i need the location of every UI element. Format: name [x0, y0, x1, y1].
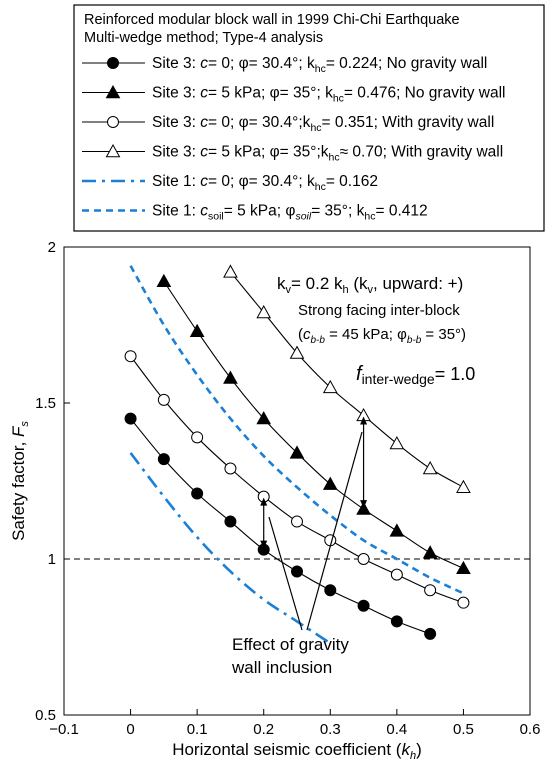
legend-label: Site 3: c= 5 kPa; φ= 35°; khc= 0.476; No…: [152, 85, 505, 105]
leader-line-1: [268, 516, 303, 631]
marker-filled-triangle: [223, 370, 238, 384]
y-tick-label: 1.5: [35, 395, 56, 412]
marker-open-triangle: [223, 264, 238, 278]
arrow-head-up: [260, 497, 268, 506]
series-line: [163, 281, 464, 569]
legend-entry-2: Site 3: c= 5 kPa; φ= 35°; khc= 0.476; No…: [82, 85, 505, 105]
y-tick-label: 1: [48, 551, 56, 568]
legend-label: Site 3: c= 0; φ= 30.4°; khc= 0.224; No g…: [152, 55, 487, 75]
x-tick-label: 0.6: [520, 721, 541, 738]
axis-ticks: −0.1 0 0.1 0.2 0.3 0.4 0.5 0.6 0.5 1 1.5 2: [35, 239, 540, 738]
marker-open-circle: [157, 393, 170, 406]
series-1: [124, 412, 437, 640]
kv-annotation: kv= 0.2 kh (kv, upward: +): [277, 274, 463, 296]
marker-filled-triangle: [322, 476, 338, 490]
series-line: [129, 452, 331, 645]
marker-filled-triangle: [156, 273, 172, 288]
legend-entry-4: Site 3: c= 5 kPa; φ= 35°;khc≈ 0.70; With…: [82, 144, 503, 164]
marker-filled-triangle: [389, 523, 405, 537]
x-tick-label: 0: [126, 721, 134, 738]
x-axis-title: Horizontal seismic coefficient (kh): [172, 740, 422, 762]
marker-open-triangle: [422, 460, 438, 475]
series-line: [130, 418, 431, 635]
marker-filled-triangle: [256, 411, 272, 425]
facing-annotation-line2: (cb-b = 45 kPa; φb-b = 35°): [298, 326, 466, 346]
marker-open-triangle: [389, 436, 405, 450]
marker-filled-circle: [224, 515, 237, 528]
series-4: [223, 264, 471, 493]
marker-filled-triangle: [105, 84, 121, 99]
x-tick-label: 0.4: [386, 721, 407, 738]
marker-open-triangle: [289, 345, 305, 359]
legend-entry-6: Site 1: csoil= 5 kPa; φsoil= 35°; khc= 0…: [82, 203, 428, 223]
marker-filled-circle: [390, 615, 403, 628]
marker-filled-triangle: [189, 323, 205, 337]
legend-entry-1: Site 3: c= 0; φ= 30.4°; khc= 0.224; No g…: [82, 55, 487, 75]
series-line: [129, 265, 464, 595]
marker-filled-circle: [324, 584, 337, 597]
series-group: [64, 264, 530, 645]
series-2: [156, 273, 471, 575]
marker-filled-triangle: [356, 501, 371, 515]
arrow-head-down: [260, 540, 268, 549]
marker-filled-circle: [424, 627, 437, 640]
legend-entries: Site 3: c= 0; φ= 30.4°; khc= 0.224; No g…: [82, 55, 505, 223]
marker-open-circle: [457, 596, 470, 609]
series-6: [129, 265, 464, 595]
legend-label: Site 1: c= 0; φ= 30.4°; khc= 0.162: [152, 173, 378, 193]
plot-area: [63, 246, 531, 716]
leader-line-2: [306, 431, 363, 631]
marker-open-triangle: [105, 143, 121, 158]
legend-box: [73, 4, 545, 232]
marker-open-triangle: [322, 379, 338, 394]
marker-open-triangle: [456, 479, 471, 493]
double-arrows: [260, 416, 368, 549]
legend-label: Site 3: c= 0; φ= 30.4°;khc= 0.351; With …: [152, 114, 494, 134]
marker-open-circle: [390, 568, 403, 581]
legend-title-line2: Multi-wedge method; Type-4 analysis: [84, 30, 323, 46]
marker-filled-circle: [107, 57, 119, 69]
marker-open-circle: [191, 431, 204, 444]
x-tick-label: −0.1: [49, 721, 79, 738]
legend-label: Site 1: csoil= 5 kPa; φsoil= 35°; khc= 0…: [152, 203, 428, 223]
x-tick-label: 0.3: [320, 721, 341, 738]
marker-filled-circle: [191, 487, 204, 500]
marker-open-circle: [291, 515, 303, 528]
marker-open-triangle: [256, 304, 272, 319]
y-tick-label: 0.5: [35, 707, 56, 724]
f-inter-wedge-annotation: finter-wedge= 1.0: [356, 363, 475, 387]
x-tick-label: 0.1: [187, 721, 208, 738]
legend-entry-3: Site 3: c= 0; φ= 30.4°;khc= 0.351; With …: [82, 114, 494, 134]
marker-filled-triangle: [289, 445, 305, 459]
marker-open-circle: [107, 116, 119, 128]
series-5: [129, 452, 331, 645]
marker-open-circle: [357, 553, 370, 565]
arrow-head-up: [360, 416, 368, 425]
effect-annotation-line1: Effect of gravity: [232, 635, 349, 654]
marker-filled-circle: [157, 453, 170, 466]
marker-filled-triangle: [422, 545, 438, 559]
legend-label: Site 3: c= 5 kPa; φ= 35°;khc≈ 0.70; With…: [152, 144, 503, 164]
marker-open-circle: [424, 584, 437, 597]
marker-open-circle: [124, 350, 137, 363]
x-tick-label: 0.5: [453, 721, 474, 738]
legend-entry-5: Site 1: c= 0; φ= 30.4°; khc= 0.162: [82, 173, 378, 193]
facing-annotation-line1: Strong facing inter-block: [298, 302, 460, 319]
legend-title-line1: Reinforced modular block wall in 1999 Ch…: [84, 12, 460, 28]
marker-open-circle: [224, 462, 237, 475]
marker-filled-circle: [124, 412, 137, 425]
arrow-head-down: [360, 500, 368, 509]
x-tick-label: 0.2: [253, 721, 274, 738]
marker-filled-triangle: [456, 560, 471, 575]
marker-filled-circle: [357, 599, 370, 612]
effect-annotation-line2: wall inclusion: [231, 658, 332, 677]
y-axis-title: Safety factor, Fs: [9, 421, 31, 541]
marker-filled-circle: [291, 565, 303, 578]
y-tick-label: 2: [48, 239, 56, 256]
